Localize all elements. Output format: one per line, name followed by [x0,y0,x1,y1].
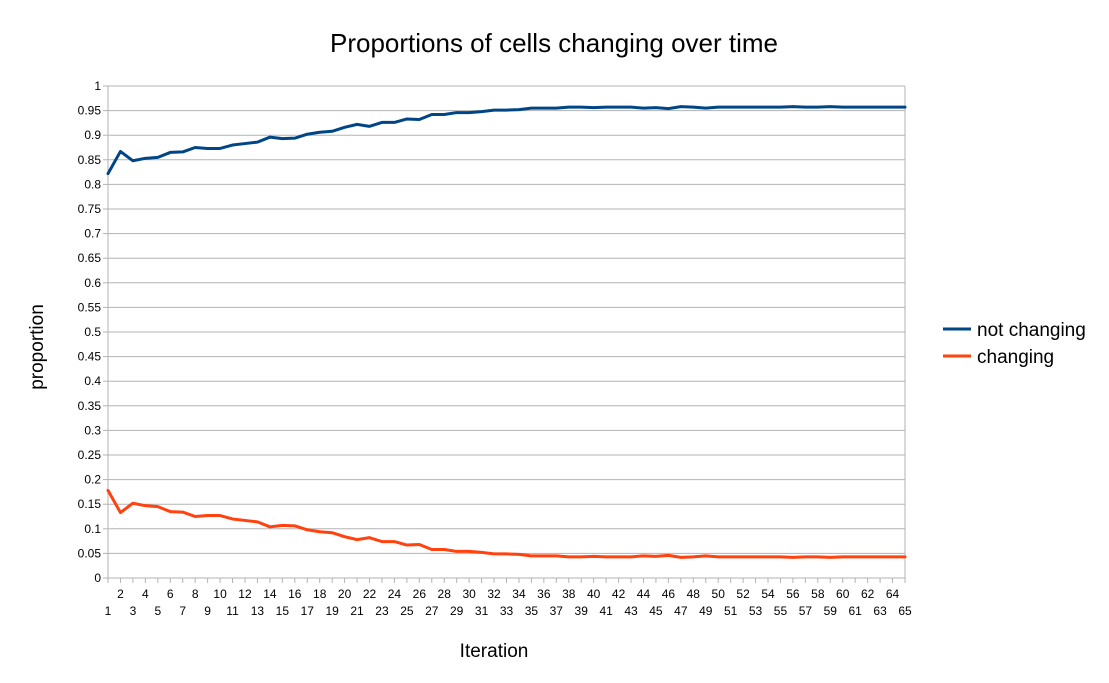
x-tick-label: 53 [749,604,763,618]
x-axis-title: Iteration [460,641,529,662]
x-tick-label: 13 [251,604,265,618]
x-tick-label: 30 [462,587,476,601]
x-tick-label: 4 [142,587,149,601]
x-tick-label: 61 [849,604,863,618]
x-tick-label: 23 [375,604,389,618]
x-tick-label: 49 [699,604,713,618]
y-axis-tick-labels: 0 0.05 0.1 0.15 0.2 0.25 0.3 0.35 0.4 0.45 0.5 0.55… [78,79,102,585]
x-tick-label: 24 [388,587,402,601]
x-tick-label: 2 [117,587,124,601]
x-axis-tick-labels: 1234567891011121314151617181920212223242… [105,587,912,618]
y-tick-label: 1 [94,79,101,93]
x-tick-label: 19 [325,604,339,618]
x-tick-label: 54 [761,587,775,601]
x-tick-label: 45 [649,604,663,618]
x-tick-label: 27 [425,604,439,618]
x-tick-label: 3 [130,604,137,618]
x-tick-label: 62 [861,587,875,601]
y-tick-label: 0.05 [78,546,102,560]
x-tick-label: 38 [562,587,576,601]
x-tick-label: 20 [338,587,352,601]
x-tick-label: 28 [438,587,452,601]
legend: not changing changing [943,320,1086,368]
y-tick-label: 0.1 [84,522,101,536]
series-lines [106,105,907,559]
x-tick-label: 65 [898,604,912,618]
x-tick-label: 7 [179,604,186,618]
x-tick-label: 8 [192,587,199,601]
x-tick-label: 56 [786,587,800,601]
x-tick-label: 25 [400,604,414,618]
x-tick-label: 6 [167,587,174,601]
y-tick-label: 0.8 [84,177,101,191]
x-tick-label: 29 [450,604,464,618]
x-tick-label: 21 [350,604,364,618]
x-tick-label: 52 [736,587,750,601]
x-tick-label: 57 [799,604,813,618]
y-tick-label: 0 [94,571,101,585]
x-tick-label: 44 [637,587,651,601]
x-tick-label: 15 [276,604,290,618]
y-tick-label: 0.45 [78,350,102,364]
chart-title: Proportions of cells changing over time [330,28,778,58]
x-tick-label: 26 [413,587,427,601]
y-tick-label: 0.2 [84,473,101,487]
x-tick-label: 32 [487,587,501,601]
series-line-changing [106,488,907,559]
x-tick-label: 1 [105,604,112,618]
x-tick-label: 10 [213,587,227,601]
y-tick-label: 0.65 [78,251,102,265]
y-tick-label: 0.15 [78,497,102,511]
x-tick-label: 41 [599,604,613,618]
y-tick-label: 0.95 [78,104,102,118]
x-tick-label: 31 [475,604,489,618]
y-tick-label: 0.55 [78,300,102,314]
x-tick-label: 37 [550,604,564,618]
y-tick-label: 0.75 [78,202,102,216]
x-tick-label: 64 [886,587,900,601]
x-tick-label: 33 [500,604,514,618]
gridlines [103,85,906,583]
x-tick-label: 9 [204,604,211,618]
y-tick-label: 0.5 [84,325,101,339]
x-tick-label: 36 [537,587,551,601]
x-tick-label: 40 [587,587,601,601]
x-tick-label: 47 [674,604,688,618]
x-tick-label: 14 [263,587,277,601]
y-tick-label: 0.3 [84,423,101,437]
y-tick-label: 0.85 [78,153,102,167]
y-tick-label: 0.4 [84,374,101,388]
x-tick-label: 17 [301,604,315,618]
x-tick-label: 18 [313,587,327,601]
x-tick-label: 46 [662,587,676,601]
x-tick-label: 55 [774,604,788,618]
y-tick-label: 0.6 [84,276,101,290]
x-tick-label: 42 [612,587,626,601]
y-axis-title: proportion [27,304,48,390]
series-line-not-changing [106,105,907,176]
x-tick-label: 50 [712,587,726,601]
y-tick-label: 0.7 [84,227,101,241]
x-tick-label: 43 [624,604,638,618]
x-tick-label: 59 [824,604,838,618]
y-tick-label: 0.9 [84,128,101,142]
x-tick-label: 39 [575,604,589,618]
y-tick-label: 0.35 [78,399,102,413]
x-tick-label: 63 [873,604,887,618]
x-tick-label: 58 [811,587,825,601]
x-tick-label: 12 [238,587,252,601]
x-tick-label: 51 [724,604,738,618]
x-tick-label: 34 [512,587,526,601]
legend-label: changing [977,347,1054,368]
x-tick-label: 35 [525,604,539,618]
x-tick-label: 60 [836,587,850,601]
y-tick-label: 0.25 [78,448,102,462]
x-tick-label: 5 [154,604,161,618]
x-tick-label: 22 [363,587,377,601]
legend-label: not changing [977,320,1086,341]
x-tick-label: 11 [226,604,239,618]
x-tick-label: 16 [288,587,302,601]
x-tick-label: 48 [687,587,701,601]
